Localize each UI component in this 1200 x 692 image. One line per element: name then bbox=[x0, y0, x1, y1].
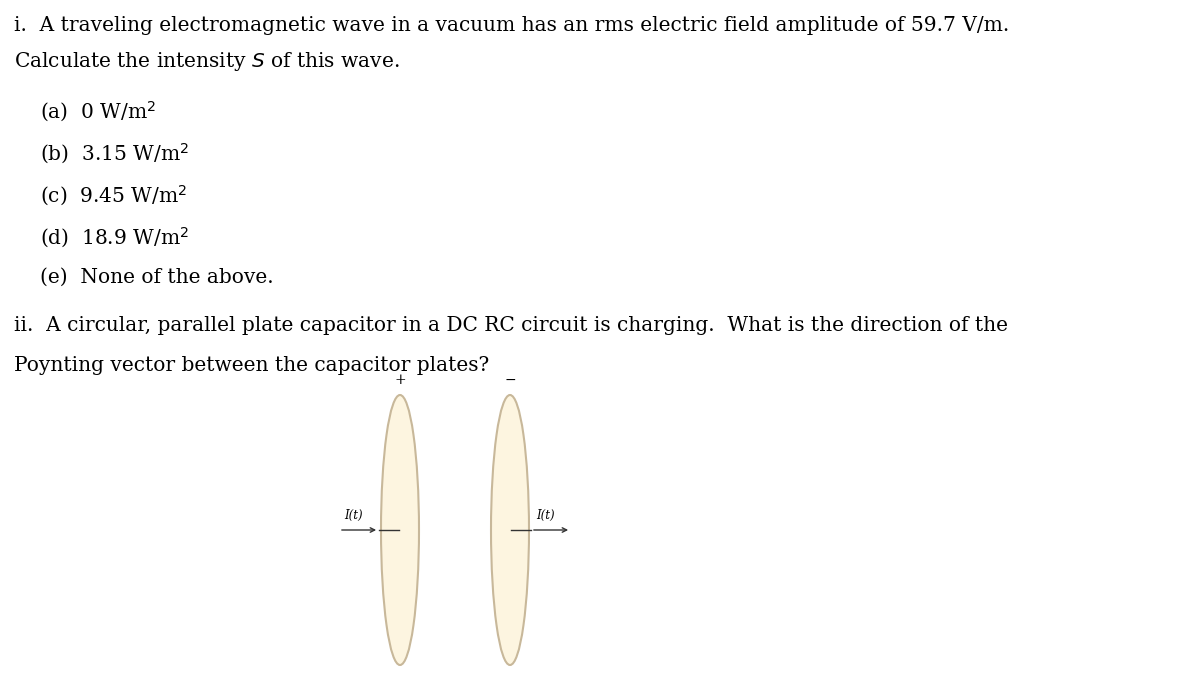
Text: (a)  0 W/m$^2$: (a) 0 W/m$^2$ bbox=[40, 100, 156, 125]
Text: (e)  None of the above.: (e) None of the above. bbox=[40, 268, 274, 287]
Ellipse shape bbox=[491, 395, 529, 665]
Text: i.  A traveling electromagnetic wave in a vacuum has an rms electric field ampli: i. A traveling electromagnetic wave in a… bbox=[14, 16, 1009, 35]
Text: Poynting vector between the capacitor plates?: Poynting vector between the capacitor pl… bbox=[14, 356, 490, 375]
Text: (d)  18.9 W/m$^2$: (d) 18.9 W/m$^2$ bbox=[40, 226, 188, 251]
Text: +: + bbox=[394, 373, 406, 387]
Text: ii.  A circular, parallel plate capacitor in a DC RC circuit is charging.  What : ii. A circular, parallel plate capacitor… bbox=[14, 316, 1008, 335]
Ellipse shape bbox=[382, 395, 419, 665]
Text: (c)  9.45 W/m$^2$: (c) 9.45 W/m$^2$ bbox=[40, 184, 187, 208]
Text: −: − bbox=[504, 373, 516, 387]
Text: Calculate the intensity $S$ of this wave.: Calculate the intensity $S$ of this wave… bbox=[14, 50, 400, 73]
Text: I(t): I(t) bbox=[536, 509, 554, 522]
Text: (b)  3.15 W/m$^2$: (b) 3.15 W/m$^2$ bbox=[40, 142, 188, 166]
Text: I(t): I(t) bbox=[344, 509, 362, 522]
